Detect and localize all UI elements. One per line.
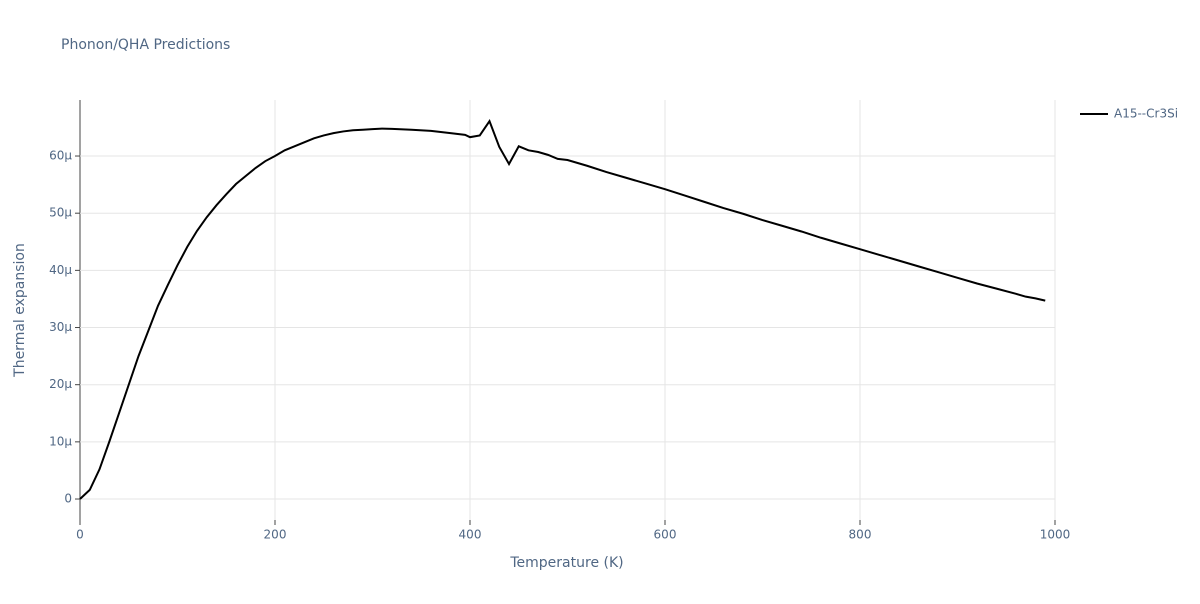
x-tick-label: 200 (264, 528, 287, 542)
y-tick-label: 40µ (49, 263, 72, 277)
x-tick-label: 800 (849, 528, 872, 542)
x-tick-label: 400 (459, 528, 482, 542)
y-axis-title: Thermal expansion (12, 243, 28, 378)
series-line (79, 119, 1046, 500)
chart-title: Phonon/QHA Predictions (61, 37, 230, 53)
y-tick-label: 60µ (49, 149, 72, 163)
legend-label: A15--Cr3Si (1114, 107, 1178, 121)
x-axis-title: Temperature (K) (509, 555, 623, 571)
y-tick-label: 0 (64, 492, 72, 506)
x-tick-label: 600 (654, 528, 677, 542)
x-tick-label: 0 (76, 528, 84, 542)
y-tick-label: 50µ (49, 206, 72, 220)
x-tick-label: 1000 (1040, 528, 1071, 542)
y-tick-label: 10µ (49, 434, 72, 448)
y-tick-label: 20µ (49, 377, 72, 391)
y-tick-label: 30µ (49, 320, 72, 334)
